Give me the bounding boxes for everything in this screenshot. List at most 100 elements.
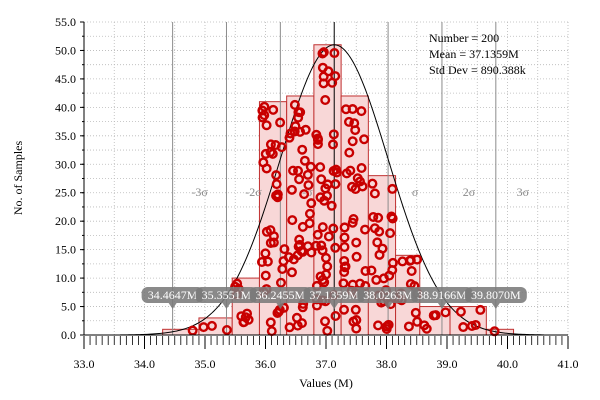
sample-point	[259, 110, 270, 121]
sigma-value-box	[357, 287, 420, 303]
sample-point	[373, 212, 384, 223]
sample-point	[271, 170, 282, 181]
sample-point	[270, 140, 281, 151]
sample-point	[339, 241, 350, 252]
sample-point	[378, 273, 389, 284]
sigma-value-pointer	[437, 303, 446, 309]
sample-point	[271, 179, 282, 190]
sample-point	[262, 256, 273, 267]
sample-point	[344, 147, 355, 158]
sample-point	[260, 248, 271, 259]
sigma-value-box	[141, 287, 204, 303]
sample-point	[366, 265, 377, 276]
sample-point	[312, 139, 323, 150]
sigma-value-pointer	[384, 303, 393, 309]
sample-point	[294, 234, 305, 245]
sigma-value-label: 34.4647M	[148, 288, 198, 302]
x-tick-label: 40.0	[497, 357, 518, 371]
sample-point	[303, 180, 314, 191]
y-tick-label: 55.0	[55, 15, 76, 29]
sigma-value-pointer	[168, 303, 177, 309]
y-tick-label: 15.0	[55, 243, 76, 257]
sample-point	[327, 77, 338, 88]
sample-point	[330, 310, 341, 321]
sigma-value-box	[410, 287, 473, 303]
sample-point	[267, 148, 278, 159]
sample-point	[369, 223, 380, 234]
sample-point	[320, 252, 331, 263]
sample-point	[351, 323, 362, 334]
sample-point	[322, 179, 333, 190]
x-tick-label: 37.0	[316, 357, 337, 371]
sigma-value-label: 39.8070M	[471, 288, 521, 302]
sample-point	[305, 161, 316, 172]
sigma-value-box	[195, 287, 258, 303]
sample-point	[367, 178, 378, 189]
sample-point	[430, 310, 441, 321]
histogram-bar	[367, 175, 397, 336]
sample-point	[387, 183, 398, 194]
sample-point	[340, 104, 351, 115]
sample-point	[383, 319, 394, 330]
sigma-value-pointer	[222, 303, 231, 309]
sample-point	[328, 139, 339, 150]
sample-point	[330, 242, 341, 253]
sample-point	[329, 48, 340, 59]
sigma-value-box	[303, 287, 366, 303]
sample-point	[356, 163, 367, 174]
sample-point	[306, 198, 317, 209]
sample-point	[339, 304, 350, 315]
sample-point	[339, 261, 350, 272]
sample-point	[347, 217, 358, 228]
sample-point	[260, 270, 271, 281]
sample-point	[315, 192, 326, 203]
y-tick-label: 10.0	[55, 271, 76, 285]
sample-point	[351, 237, 362, 248]
sample-point	[372, 237, 383, 248]
sample-point	[387, 257, 398, 268]
sample-point	[221, 325, 232, 336]
sample-point	[297, 144, 308, 155]
sample-point	[304, 208, 315, 219]
x-tick-label: 41.0	[558, 357, 579, 371]
sample-point	[268, 104, 279, 115]
sample-point	[275, 277, 286, 288]
sigma-label: -3σ	[191, 185, 208, 199]
y-tick-label: 50.0	[55, 43, 76, 57]
sample-point	[206, 320, 217, 331]
sample-point	[317, 222, 328, 233]
sample-point	[292, 320, 303, 331]
y-tick-label: 25.0	[55, 186, 76, 200]
sample-point	[339, 255, 350, 266]
sigma-value-pointer	[491, 303, 500, 309]
y-tick-label: 45.0	[55, 72, 76, 86]
sample-point	[300, 124, 311, 135]
y-tick-label: 40.0	[55, 100, 76, 114]
x-tick-label: 33.0	[74, 357, 95, 371]
x-axis-title: Values (M)	[299, 376, 353, 390]
sample-point	[295, 126, 306, 137]
sample-point	[283, 252, 294, 263]
sample-point	[315, 271, 326, 282]
sample-point	[341, 168, 352, 179]
sample-point	[261, 120, 272, 131]
sigma-value-box	[249, 287, 312, 303]
sample-point	[455, 306, 466, 317]
sample-point	[359, 134, 370, 145]
sample-point	[339, 222, 350, 233]
sample-point	[458, 322, 469, 333]
sample-point	[373, 320, 384, 331]
sigma-label: 3σ	[517, 185, 530, 199]
sample-point	[289, 126, 300, 137]
stats-box: Number = 200 Mean = 37.1359M Std Dev = 8…	[429, 31, 526, 77]
sample-point	[320, 316, 331, 327]
y-tick-label: 30.0	[55, 157, 76, 171]
sample-point	[293, 112, 304, 123]
sample-point	[294, 174, 305, 185]
sample-point	[275, 117, 286, 128]
sample-points	[187, 47, 500, 337]
sample-point	[328, 223, 339, 234]
sample-point	[405, 255, 416, 266]
sample-point	[421, 323, 432, 334]
